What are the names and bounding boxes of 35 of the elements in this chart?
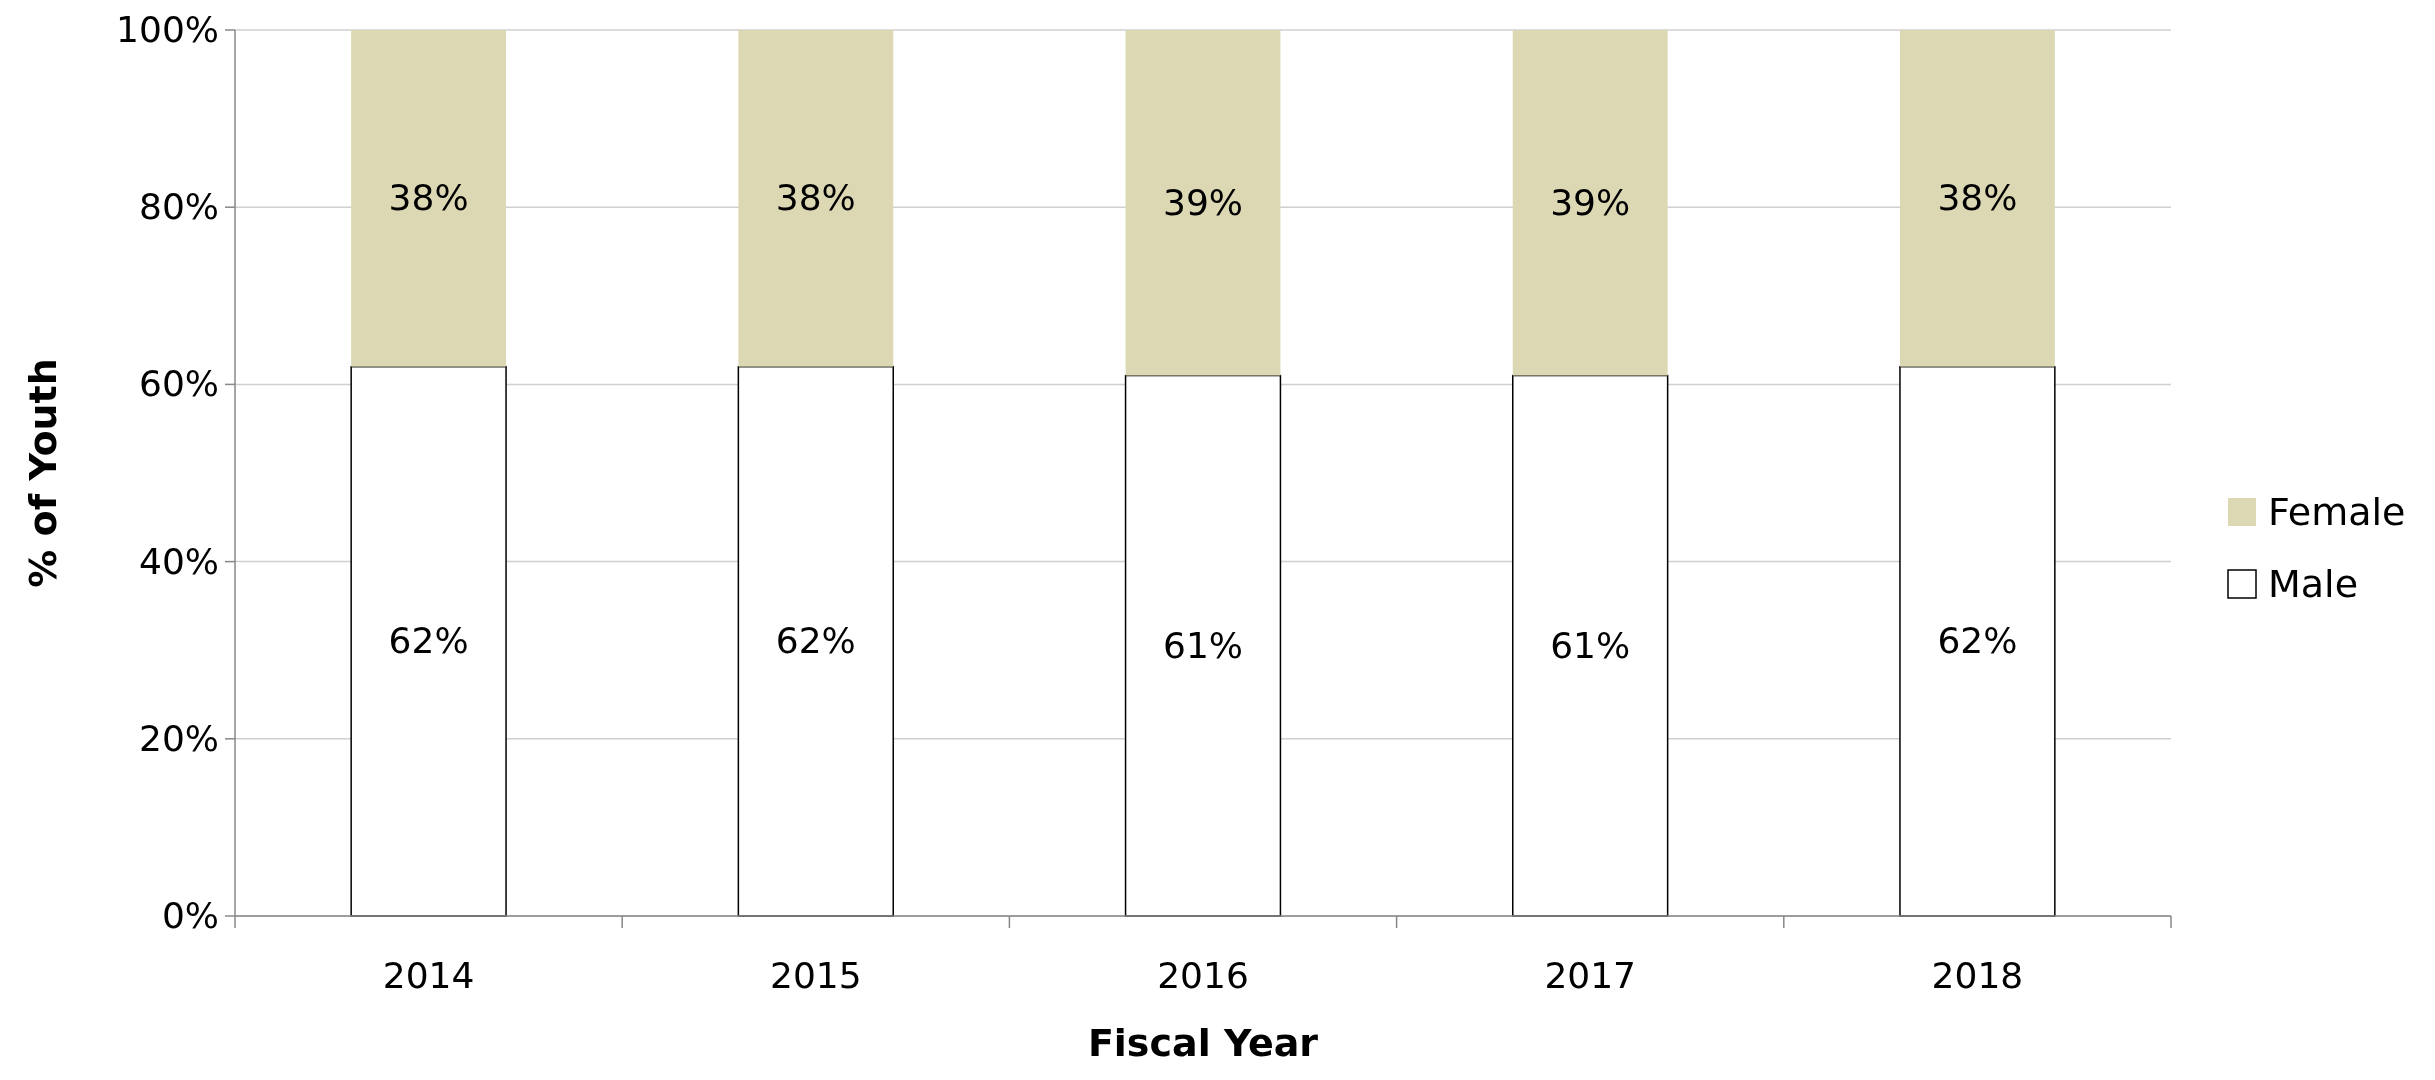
bar bbox=[351, 30, 507, 367]
x-tick-label: 2014 bbox=[382, 955, 475, 996]
bar bbox=[1512, 30, 1668, 376]
bar bbox=[1512, 374, 1669, 917]
x-tick-label: 2016 bbox=[1157, 955, 1249, 996]
data-label: 38% bbox=[1937, 177, 2018, 219]
data-label: 62% bbox=[1937, 620, 2018, 662]
y-tick-label: 40% bbox=[138, 540, 219, 582]
y-tick-label: 0% bbox=[161, 895, 219, 936]
bar bbox=[1899, 30, 2055, 367]
y-tick-label: 80% bbox=[138, 186, 219, 228]
data-label: 39% bbox=[1550, 181, 1631, 223]
x-axis-title: Fiscal Year bbox=[1087, 1021, 1319, 1065]
bar bbox=[737, 365, 894, 917]
bar bbox=[1124, 374, 1282, 917]
legend-label: Female bbox=[2268, 490, 2406, 534]
data-label: 38% bbox=[775, 177, 856, 219]
y-tick-label: 60% bbox=[138, 363, 219, 405]
data-label: 62% bbox=[775, 620, 856, 662]
data-label: 61% bbox=[1550, 624, 1631, 666]
y-tick-label: 20% bbox=[138, 717, 219, 759]
x-tick-label: 2015 bbox=[769, 955, 862, 996]
bar bbox=[1125, 30, 1281, 376]
y-tick-label: 100% bbox=[116, 9, 219, 50]
legend-label: Male bbox=[2268, 562, 2359, 606]
data-label: 62% bbox=[388, 620, 469, 662]
x-tick-label: 2018 bbox=[1931, 955, 2024, 996]
bar bbox=[738, 30, 894, 367]
y-axis-title: % of Youth bbox=[21, 358, 65, 588]
bar bbox=[350, 365, 507, 917]
bar bbox=[1899, 365, 2056, 917]
x-tick-label: 2017 bbox=[1544, 955, 1637, 996]
data-label: 39% bbox=[1162, 181, 1244, 223]
data-label: 61% bbox=[1162, 624, 1244, 666]
data-label: 38% bbox=[388, 177, 469, 219]
